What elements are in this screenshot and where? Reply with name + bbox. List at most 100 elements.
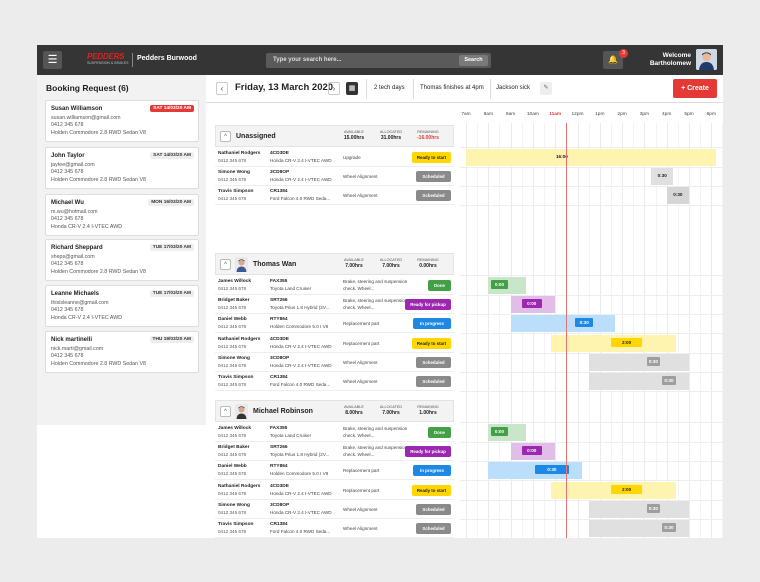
pencil-icon[interactable]: ✎ xyxy=(540,82,552,95)
job-duration-chip[interactable]: 16:00 xyxy=(550,152,574,161)
booking-card[interactable]: Richard Sheppard TUE 17/03/20 AM sheps@gma… xyxy=(45,239,199,281)
status-badge[interactable]: Scheduled xyxy=(416,171,451,183)
status-badge[interactable]: Scheduled xyxy=(416,503,451,515)
job-row[interactable]: James Willock 0412 345 678 FAX355 Toyota La… xyxy=(215,276,454,295)
vehicle-model: Honda CR-V 2.4 I-VTEC AWD xyxy=(270,362,332,368)
job-time-block[interactable] xyxy=(466,149,716,166)
booking-card[interactable]: Leanne Michaels TUE 17/03/20 AM thisislean… xyxy=(45,285,199,327)
stat-value: 0.00hrs xyxy=(419,263,437,269)
hour-label: 5pm xyxy=(684,112,694,117)
job-row[interactable]: James Willock 0412 345 678 FAX355 Toyota La… xyxy=(215,423,454,442)
status-badge[interactable]: Ready to start xyxy=(412,484,451,496)
next-day-button[interactable]: › xyxy=(328,82,340,95)
status-badge[interactable]: Ready to start xyxy=(412,337,451,349)
job-row[interactable]: Travis Simpson 0412 345 678 CR1384 Ford Fal… xyxy=(215,372,454,391)
vehicle-model: Honda CR-V 2.4 I-VTEC AWD xyxy=(270,158,332,163)
job-duration-chip[interactable]: 0:00 xyxy=(490,427,509,436)
collapse-toggle-icon[interactable]: ^ xyxy=(220,406,231,417)
status-badge[interactable]: Scheduled xyxy=(416,376,451,387)
job-row[interactable]: Travis Simpson 0412 345 678 CR1384 Ford Fal… xyxy=(215,186,454,206)
stat-value: 31.00hrs xyxy=(380,135,402,141)
status-badge[interactable]: Scheduled xyxy=(416,190,451,202)
job-type: Wheel Alignment xyxy=(343,193,378,199)
bell-icon[interactable]: 🔔 xyxy=(603,51,623,69)
status-badge[interactable]: Scheduled xyxy=(416,523,451,534)
current-date: Friday, 13 March 2020 xyxy=(235,82,334,93)
user-avatar[interactable] xyxy=(696,49,717,70)
status-badge[interactable]: Scheduled xyxy=(416,356,451,368)
search-button[interactable]: Search xyxy=(459,55,488,66)
search-input[interactable]: Type your search here... Search xyxy=(266,53,491,68)
job-time-block[interactable] xyxy=(588,353,689,371)
notification-badge: 3 xyxy=(619,49,628,58)
job-duration-chip[interactable]: 0:30 xyxy=(662,376,676,385)
booking-card[interactable]: Nick martinelli THU 19/03/20 AM nick.marti… xyxy=(45,331,199,373)
job-row[interactable]: Bridget Baker 0412 345 678 SRT266 Toyota Pr… xyxy=(215,442,454,462)
booking-date-badge: THU 19/03/20 AM xyxy=(149,336,194,343)
timeline-row-border xyxy=(460,518,723,520)
job-duration-chip[interactable]: 0:30 xyxy=(535,465,569,475)
hamburger-icon[interactable]: ☰ xyxy=(43,51,62,69)
job-time-block[interactable] xyxy=(588,500,689,518)
job-row[interactable]: Simone Wong 0412 345 678 3CD8OP Honda CR-V … xyxy=(215,167,454,187)
job-duration-chip[interactable]: 0:30 xyxy=(646,503,660,513)
booking-date-badge: TUE 17/03/20 AM xyxy=(149,244,194,251)
vehicle-rego: 3CD8OP xyxy=(270,170,290,176)
job-duration-chip[interactable]: 2:00 xyxy=(610,484,643,494)
job-duration-chip[interactable]: 0:30 xyxy=(646,356,660,366)
stat-available: AVAILABLE 7.00hrs xyxy=(336,258,372,270)
job-row[interactable]: Bridget Baker 0412 345 678 SRT266 Toyota Pr… xyxy=(215,295,454,315)
stat-remaining: REMAINING -16.00hrs xyxy=(410,130,446,142)
status-badge[interactable]: Done xyxy=(428,427,451,438)
job-row[interactable]: Nathaniel Rodgers 0412 345 678 4CD3DE Honda… xyxy=(215,333,454,353)
job-type: Wheel Alignment xyxy=(343,174,378,180)
status-badge[interactable]: Ready for pickup xyxy=(405,299,451,311)
collapse-toggle-icon[interactable]: ^ xyxy=(220,131,231,142)
booking-date-badge: SAT 14/03/20 AM xyxy=(150,105,194,112)
hour-gridline xyxy=(644,123,646,538)
job-row[interactable]: Daniel Webb 0412 345 678 RTY864 Holden Comm… xyxy=(215,314,454,334)
job-time-block[interactable] xyxy=(510,315,616,333)
vehicle-model: Holden Commodore 5.0 I V8 xyxy=(270,324,329,330)
booking-card[interactable]: Michael Wu MON 16/03/20 AM m.wu@hotmail.co… xyxy=(45,194,199,236)
job-row[interactable]: Nathaniel Rodgers 0412 345 678 4CD3DE Honda… xyxy=(215,480,454,500)
status-badge[interactable]: In progress xyxy=(413,318,451,330)
job-row[interactable]: Simone Wong 0412 345 678 3CD8OP Honda CR-V … xyxy=(215,499,454,519)
collapse-toggle-icon[interactable]: ^ xyxy=(220,259,231,270)
job-duration-chip[interactable]: 2:00 xyxy=(610,337,643,347)
status-badge[interactable]: Done xyxy=(428,280,451,291)
status-badge[interactable]: In progress xyxy=(413,465,451,477)
job-duration-chip[interactable]: 0:00 xyxy=(490,280,509,289)
calendar-icon[interactable]: ▦ xyxy=(346,82,358,95)
booking-card[interactable]: John Taylor SAT 14/03/20 AM jaytee@gmail.c… xyxy=(45,147,199,189)
job-row[interactable]: Nathaniel Rodgers 0412 345 678 4CD3DE Honda… xyxy=(215,148,454,167)
booking-phone: 0412 345 678 xyxy=(51,216,84,222)
booking-phone: 0412 345 678 xyxy=(51,261,84,267)
job-row[interactable]: Simone Wong 0412 345 678 3CD8OP Honda CR-V … xyxy=(215,352,454,372)
job-row[interactable]: Daniel Webb 0412 345 678 RTY864 Holden Comm… xyxy=(215,461,454,481)
booking-card[interactable]: Susan Williamson SAT 14/03/20 AM susan.wil… xyxy=(45,100,199,142)
job-duration-chip[interactable]: 0:30 xyxy=(662,523,676,532)
job-duration-chip[interactable]: 0:30 xyxy=(655,171,669,181)
job-duration-chip[interactable]: 0:30 xyxy=(575,318,594,328)
timeline-row-border xyxy=(460,167,723,168)
vehicle-rego: 3CD8OP xyxy=(270,502,290,508)
status-badge[interactable]: Ready for pickup xyxy=(405,446,451,458)
job-duration-chip[interactable]: 0:00 xyxy=(521,446,542,456)
pedders-logo[interactable]: PEDDERS SUSPENSION & BRAKES xyxy=(87,52,129,67)
timeline-row-border xyxy=(460,371,723,373)
job-row[interactable]: Travis Simpson 0412 345 678 CR1384 Ford Fal… xyxy=(215,519,454,538)
booking-phone: 0412 345 678 xyxy=(51,169,84,175)
timeline-row-border xyxy=(460,499,723,501)
job-duration-chip[interactable]: 0:30 xyxy=(671,190,685,200)
booking-email: sheps@gmail.com xyxy=(51,254,95,260)
stat-label: ALLOCATED xyxy=(379,258,403,262)
job-duration-chip[interactable]: 0:00 xyxy=(521,299,542,309)
vehicle-model: Toyota Land Cruiser xyxy=(270,433,312,438)
prev-day-button[interactable]: ‹ xyxy=(216,82,228,95)
job-type: Wheel Alignment xyxy=(343,506,378,512)
vehicle-rego: 4CD3DE xyxy=(270,336,289,342)
vehicle-rego: 4CD3DE xyxy=(270,151,289,156)
create-button[interactable]: + Create xyxy=(673,79,717,98)
status-badge[interactable]: Ready to start xyxy=(412,152,451,163)
